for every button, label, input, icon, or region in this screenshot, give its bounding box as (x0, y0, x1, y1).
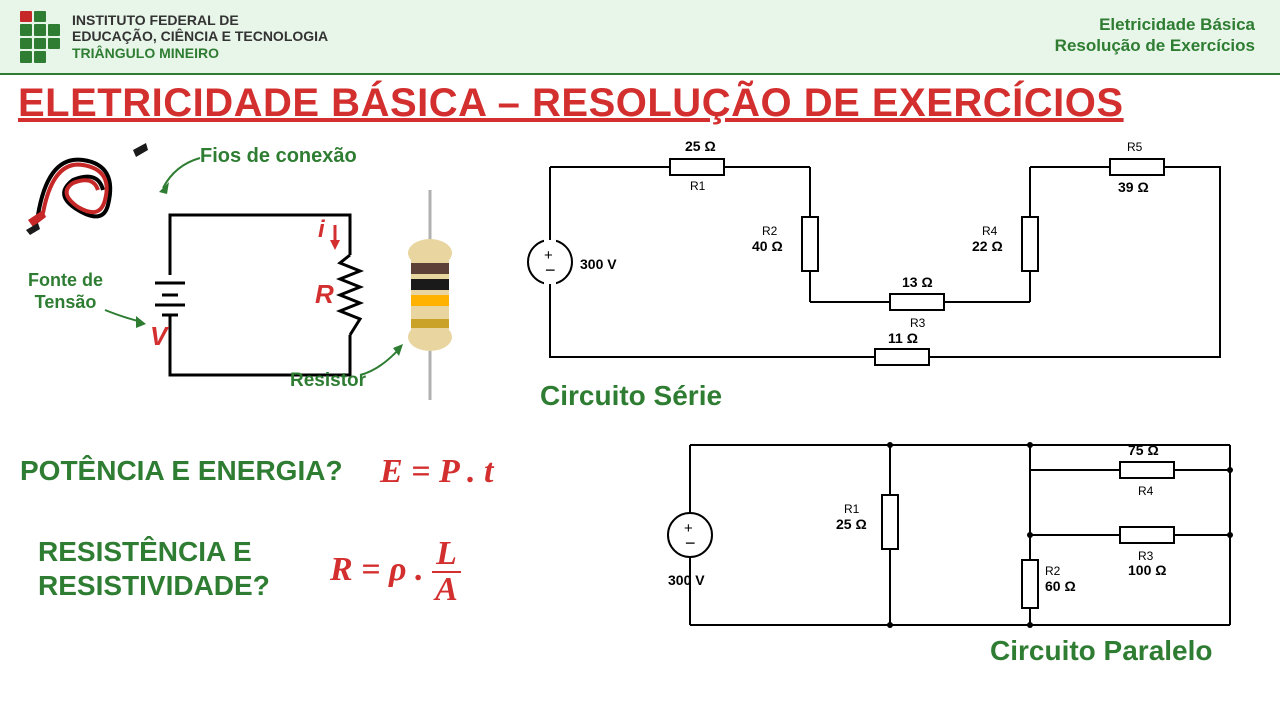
cable-clips-icon (18, 135, 148, 235)
formula-energia: E = P . t (380, 453, 494, 491)
svg-text:R4: R4 (1138, 484, 1154, 498)
main-title: ELETRICIDADE BÁSICA – RESOLUÇÃO DE EXERC… (18, 81, 1262, 126)
svg-text:−: − (685, 533, 696, 553)
header-right-title: Eletricidade Básica Resolução de Exercíc… (1055, 14, 1255, 57)
if-logo-icon (20, 11, 60, 63)
question-potencia: POTÊNCIA E ENERGIA? (20, 455, 343, 487)
institution-name: INSTITUTO FEDERAL DE EDUCAÇÃO, CIÊNCIA E… (72, 12, 328, 60)
resistor-component-icon (395, 185, 465, 405)
svg-text:R3: R3 (1138, 549, 1154, 563)
header-bar: INSTITUTO FEDERAL DE EDUCAÇÃO, CIÊNCIA E… (0, 0, 1280, 75)
svg-text:13 Ω: 13 Ω (902, 274, 933, 290)
svg-text:25 Ω: 25 Ω (836, 516, 867, 532)
svg-text:22 Ω: 22 Ω (972, 238, 1003, 254)
fonte-label: Fonte de Tensão (28, 270, 103, 313)
svg-text:R: R (315, 279, 334, 309)
svg-text:R1: R1 (844, 502, 860, 516)
svg-text:300 V: 300 V (668, 572, 705, 588)
header-right2: Resolução de Exercícios (1055, 35, 1255, 56)
svg-text:40 Ω: 40 Ω (752, 238, 783, 254)
inst-line1: INSTITUTO FEDERAL DE (72, 12, 328, 28)
svg-text:11 Ω: 11 Ω (888, 330, 918, 346)
fios-label: Fios de conexão (200, 145, 357, 168)
paralelo-label: Circuito Paralelo (990, 635, 1213, 667)
inst-line3: TRIÂNGULO MINEIRO (72, 45, 328, 61)
arrow-fios-icon (155, 150, 205, 200)
svg-text:25 Ω: 25 Ω (685, 138, 716, 154)
inst-line2: EDUCAÇÃO, CIÊNCIA E TECNOLOGIA (72, 28, 328, 44)
svg-text:R2: R2 (1045, 564, 1061, 578)
svg-text:60 Ω: 60 Ω (1045, 578, 1076, 594)
svg-text:−: − (545, 260, 556, 280)
svg-text:R3: R3 (910, 316, 926, 330)
institution-logo-block: INSTITUTO FEDERAL DE EDUCAÇÃO, CIÊNCIA E… (20, 11, 328, 63)
svg-text:R2: R2 (762, 224, 778, 238)
header-right1: Eletricidade Básica (1055, 14, 1255, 35)
svg-text:R5: R5 (1127, 140, 1143, 154)
series-circuit-diagram: 25 Ω R1 R2 40 Ω 13 Ω R3 R4 22 Ω R5 39 Ω … (490, 127, 1250, 387)
svg-text:39 Ω: 39 Ω (1118, 179, 1149, 195)
svg-text:100 Ω: 100 Ω (1128, 562, 1166, 578)
serie-label: Circuito Série (540, 380, 722, 412)
svg-text:R4: R4 (982, 224, 998, 238)
svg-text:V: V (150, 321, 170, 351)
question-resistencia: RESISTÊNCIA E RESISTIVIDADE? (38, 535, 270, 602)
svg-text:300 V: 300 V (580, 256, 617, 272)
formula-resistividade: R = ρ . L A (330, 537, 461, 607)
content-area: ELETRICIDADE BÁSICA – RESOLUÇÃO DE EXERC… (0, 75, 1280, 720)
simple-circuit-diagram: i V R (150, 195, 370, 395)
arrow-fonte-icon (100, 300, 150, 330)
svg-text:i: i (318, 216, 326, 243)
parallel-circuit-diagram: + − 300 V R1 25 Ω R2 60 Ω 75 Ω R4 R3 100… (630, 415, 1260, 665)
svg-text:R1: R1 (690, 179, 706, 193)
svg-text:75 Ω: 75 Ω (1128, 442, 1159, 458)
